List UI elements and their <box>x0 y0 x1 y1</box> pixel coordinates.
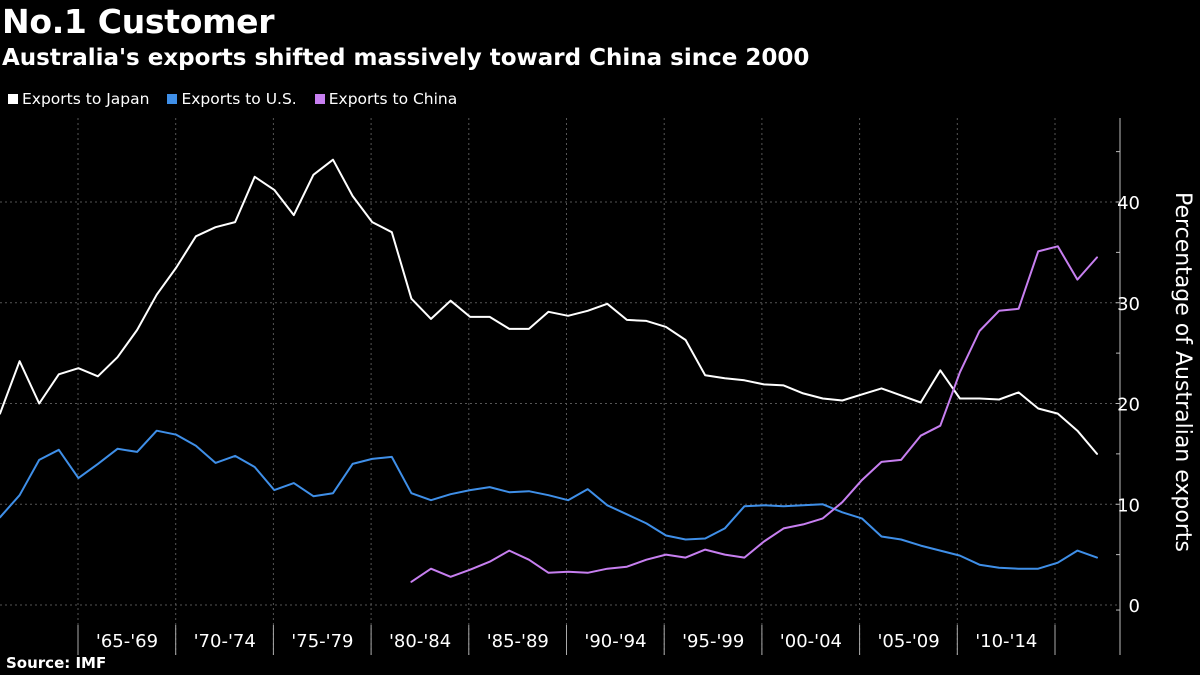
legend-swatch-china <box>314 94 325 104</box>
series-lines <box>0 158 1098 583</box>
x-tick-label-2: '75-'79 <box>291 631 353 652</box>
axes <box>77 118 1121 655</box>
x-tick-label-6: '95-'99 <box>682 631 744 652</box>
legend-swatch-japan <box>8 94 18 104</box>
chart-subtitle: Australia's exports shifted massively to… <box>2 45 810 71</box>
series-line-japan <box>0 158 1098 455</box>
legend-label-china: Exports to China <box>328 90 458 108</box>
legend-item-japan: Exports to Japan <box>8 90 149 108</box>
series-line-us <box>0 429 1098 570</box>
x-tick-label-3: '80-'84 <box>389 631 451 652</box>
y-tick-label-0: 0 <box>1129 596 1140 617</box>
legend-label-us: Exports to U.S. <box>181 90 297 108</box>
y-tick-label-30: 30 <box>1117 294 1140 315</box>
x-tick-label-7: '00-'04 <box>780 631 842 652</box>
legend: Exports to Japan Exports to U.S. Exports… <box>8 90 457 108</box>
legend-item-china: Exports to China <box>314 90 458 108</box>
legend-swatch-us <box>167 94 178 104</box>
tick-labels: 0 10 20 30 40 Percentage of Australian export… <box>96 192 1195 652</box>
y-axis-title: Percentage of Australian exports <box>1170 192 1195 552</box>
x-tick-label-4: '85-'89 <box>487 631 549 652</box>
y-tick-label-40: 40 <box>1117 193 1140 214</box>
x-tick-label-8: '05-'09 <box>877 631 939 652</box>
legend-item-us: Exports to U.S. <box>167 90 297 108</box>
y-tick-label-10: 10 <box>1117 495 1140 516</box>
legend-label-japan: Exports to Japan <box>22 90 150 108</box>
gridlines <box>0 118 1120 655</box>
x-tick-label-1: '70-'74 <box>194 631 256 652</box>
series-line-china <box>410 245 1098 583</box>
chart-title: No.1 Customer <box>2 2 275 41</box>
x-tick-label-0: '65-'69 <box>96 631 158 652</box>
x-tick-label-9: '10-'14 <box>975 631 1037 652</box>
source-note: Source: IMF <box>6 654 107 672</box>
y-tick-label-20: 20 <box>1117 395 1140 416</box>
x-tick-label-5: '90-'94 <box>584 631 646 652</box>
